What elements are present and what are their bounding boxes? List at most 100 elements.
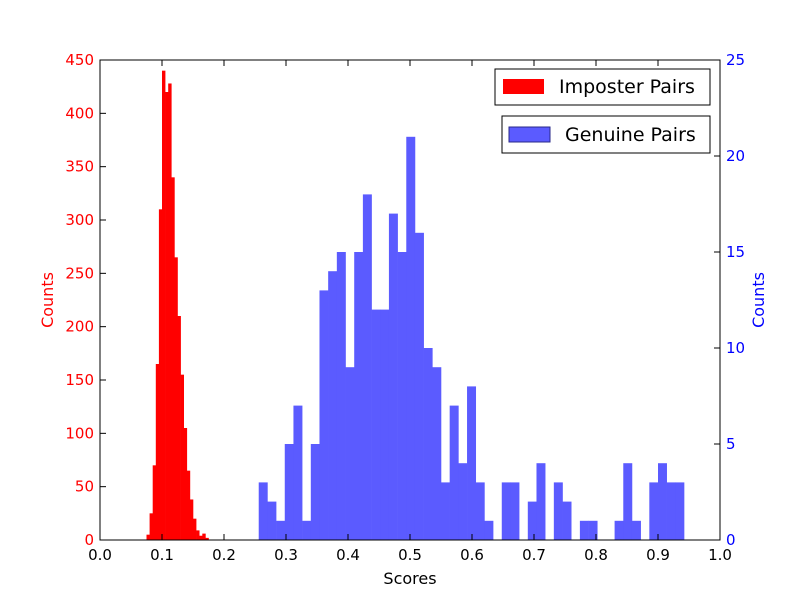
genuine-bar-24 bbox=[467, 386, 477, 540]
x-tick-label: 0.4 bbox=[336, 546, 360, 564]
imposter-bar-8 bbox=[171, 177, 175, 540]
imposter-bar-18 bbox=[202, 533, 206, 540]
imposter-bar-2 bbox=[152, 465, 157, 540]
legend-imposter: Imposter Pairs bbox=[494, 68, 711, 106]
right-y-tick-label: 0 bbox=[726, 531, 736, 549]
genuine-bar-11 bbox=[354, 252, 364, 540]
genuine-bar-9 bbox=[336, 252, 346, 540]
legend-label-genuine: Genuine Pairs bbox=[565, 124, 696, 146]
x-tick-label: 0.1 bbox=[150, 546, 174, 564]
right-y-tick-label: 15 bbox=[726, 243, 745, 261]
imposter-bar-12 bbox=[183, 428, 188, 540]
genuine-bar-8 bbox=[328, 271, 338, 540]
genuine-bar-4 bbox=[293, 405, 303, 540]
left-y-axis: 0 50 100 150 200 250 300 350 400 450 bbox=[65, 51, 106, 549]
genuine-bar-26 bbox=[484, 520, 494, 540]
x-tick-label: 0.9 bbox=[646, 546, 670, 564]
x-tick-label: 0.5 bbox=[398, 546, 422, 564]
genuine-bars bbox=[258, 136, 685, 541]
left-y-tick-label: 150 bbox=[65, 371, 94, 389]
right-y-axis-label: Counts bbox=[749, 272, 768, 328]
x-tick-label: 0.2 bbox=[212, 546, 236, 564]
genuine-bar-23 bbox=[458, 463, 468, 540]
imposter-bar-1 bbox=[149, 513, 153, 540]
legend-swatch-imposter bbox=[503, 79, 544, 94]
imposter-bar-6 bbox=[165, 92, 169, 540]
genuine-bar-16 bbox=[397, 252, 407, 540]
right-y-tick-label: 20 bbox=[726, 147, 745, 165]
right-y-tick-label: 25 bbox=[726, 51, 745, 69]
genuine-bar-7 bbox=[319, 290, 329, 540]
imposter-bar-13 bbox=[186, 470, 191, 540]
imposter-bar-11 bbox=[180, 374, 184, 540]
genuine-bar-12 bbox=[362, 194, 372, 540]
imposter-bar-4 bbox=[158, 209, 163, 540]
right-y-tick-label: 5 bbox=[726, 435, 736, 453]
x-tick-label: 1.0 bbox=[708, 546, 732, 564]
genuine-bar-22 bbox=[449, 405, 459, 540]
genuine-bar-41 bbox=[614, 520, 624, 540]
genuine-bar-35 bbox=[562, 501, 572, 540]
genuine-bar-42 bbox=[623, 463, 633, 540]
genuine-bar-15 bbox=[388, 213, 398, 540]
legend-genuine: Genuine Pairs bbox=[501, 115, 711, 154]
genuine-bar-21 bbox=[441, 482, 450, 540]
x-axis: 0.0 0.1 0.2 0.3 0.4 0.5 0.6 0.7 0.8 0.9 1.0 bbox=[88, 60, 732, 564]
genuine-bar-14 bbox=[380, 309, 390, 540]
legend-swatch-genuine bbox=[508, 126, 551, 143]
left-y-axis-label: Counts bbox=[38, 272, 57, 328]
x-tick-label: 0.6 bbox=[460, 546, 484, 564]
imposter-bar-3 bbox=[155, 364, 160, 540]
left-y-tick-label: 200 bbox=[65, 318, 94, 336]
genuine-bar-48 bbox=[675, 482, 685, 540]
genuine-bar-32 bbox=[536, 463, 546, 540]
genuine-bar-43 bbox=[631, 520, 641, 540]
imposter-bar-10 bbox=[177, 316, 181, 540]
imposter-bar-15 bbox=[193, 518, 197, 540]
x-axis-label: Scores bbox=[383, 569, 436, 588]
genuine-bar-6 bbox=[310, 444, 320, 540]
genuine-bar-10 bbox=[345, 367, 355, 540]
genuine-bar-29 bbox=[510, 482, 520, 540]
genuine-bar-45 bbox=[649, 482, 659, 540]
left-y-tick-label: 0 bbox=[84, 531, 94, 549]
genuine-bar-38 bbox=[588, 520, 598, 540]
x-tick-label: 0.7 bbox=[522, 546, 546, 564]
left-y-tick-label: 250 bbox=[65, 264, 94, 282]
genuine-bar-28 bbox=[501, 482, 511, 540]
x-tick-label: 0.3 bbox=[274, 546, 298, 564]
genuine-bar-19 bbox=[423, 348, 433, 540]
right-y-axis: 0 5 10 15 20 25 bbox=[714, 51, 745, 549]
x-tick-label: 0.8 bbox=[584, 546, 608, 564]
right-y-tick-label: 10 bbox=[726, 339, 745, 357]
genuine-bar-46 bbox=[658, 463, 667, 540]
imposter-bar-5 bbox=[162, 70, 166, 541]
genuine-bar-47 bbox=[666, 482, 676, 540]
genuine-bar-0 bbox=[258, 482, 268, 540]
genuine-bar-31 bbox=[527, 501, 537, 540]
genuine-bar-17 bbox=[406, 136, 416, 541]
genuine-bar-13 bbox=[371, 309, 381, 540]
genuine-bar-2 bbox=[276, 520, 286, 540]
left-y-tick-label: 50 bbox=[75, 478, 94, 496]
imposter-bar-19 bbox=[205, 537, 209, 540]
genuine-bar-34 bbox=[553, 482, 563, 540]
left-y-tick-label: 300 bbox=[65, 211, 94, 229]
imposter-bar-14 bbox=[189, 499, 194, 540]
left-y-tick-label: 350 bbox=[65, 158, 94, 176]
genuine-bar-5 bbox=[302, 520, 312, 540]
genuine-bar-20 bbox=[432, 367, 442, 540]
legend-label-imposter: Imposter Pairs bbox=[559, 76, 695, 98]
genuine-bar-3 bbox=[284, 444, 294, 540]
imposter-bar-17 bbox=[199, 535, 203, 540]
imposter-bars bbox=[146, 70, 209, 541]
left-y-tick-label: 100 bbox=[65, 424, 94, 442]
left-y-tick-label: 450 bbox=[65, 51, 94, 69]
imposter-bar-16 bbox=[196, 530, 200, 540]
imposter-bar-9 bbox=[174, 257, 178, 540]
imposter-bar-7 bbox=[168, 83, 172, 540]
left-y-tick-label: 400 bbox=[65, 104, 94, 122]
genuine-bar-37 bbox=[579, 520, 589, 540]
genuine-bar-1 bbox=[267, 501, 277, 540]
